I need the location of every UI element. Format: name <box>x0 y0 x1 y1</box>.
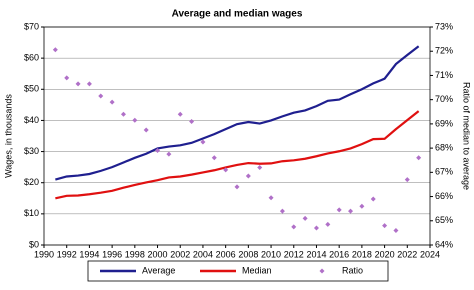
y-tick-label: $10 <box>24 208 39 218</box>
y-tick-label: $70 <box>24 21 39 31</box>
plot-frame <box>43 26 431 246</box>
x-tick-label: 1998 <box>125 249 145 259</box>
ratio-point <box>279 208 285 214</box>
y-tick-label: $60 <box>24 53 39 63</box>
legend-marker <box>319 268 325 274</box>
x-tick-label: 2014 <box>306 249 326 259</box>
x-tick-label: 2004 <box>193 249 213 259</box>
x-tick-label: 2010 <box>261 249 281 259</box>
y2-tick-label: 71% <box>435 70 453 80</box>
ratio-point <box>302 215 308 221</box>
x-tick-label: 2022 <box>397 249 417 259</box>
series-line <box>55 110 420 200</box>
ratio-point <box>155 148 161 154</box>
ratio-point <box>404 177 410 183</box>
x-tick-label: 2012 <box>284 249 304 259</box>
ratio-point <box>382 223 388 229</box>
y-tick-label: $30 <box>24 146 39 156</box>
ratio-point <box>336 207 342 213</box>
x-tick-label: 1990 <box>34 249 54 259</box>
y2-tick-label: 69% <box>435 118 453 128</box>
y2-tick-label: 73% <box>435 21 453 31</box>
x-tick-label: 1994 <box>79 249 99 259</box>
ratio-point <box>211 155 217 161</box>
legend-box <box>87 260 389 282</box>
x-tick-label: 2008 <box>238 249 258 259</box>
y2-tick-label: 64% <box>435 239 453 249</box>
ratio-point <box>52 47 58 53</box>
y2-axis-label: Ratio of median to average <box>462 82 472 190</box>
ratio-point <box>245 173 251 179</box>
series-line <box>55 45 420 181</box>
x-tick-label: 2020 <box>375 249 395 259</box>
legend-label: Ratio <box>342 265 363 275</box>
x-tick-label: 2016 <box>329 249 349 259</box>
x-tick-label: 1996 <box>102 249 122 259</box>
ratio-point <box>223 167 229 173</box>
ratio-point <box>64 75 70 81</box>
ratio-point <box>370 196 376 202</box>
y2-tick-label: 67% <box>435 167 453 177</box>
ratio-point <box>143 127 149 133</box>
ratio-point <box>98 93 104 99</box>
legend-label: Median <box>242 265 272 275</box>
ratio-point <box>416 155 422 161</box>
legend-label: Average <box>142 265 175 275</box>
ratio-point <box>86 81 92 87</box>
y-axis-label: Wages, in thousands <box>3 94 13 178</box>
ratio-point <box>75 81 81 87</box>
ratio-point <box>257 164 263 170</box>
y-tick-label: $40 <box>24 115 39 125</box>
x-tick-label: 2000 <box>148 249 168 259</box>
y-tick-label: $50 <box>24 84 39 94</box>
y2-tick-label: 65% <box>435 215 453 225</box>
ratio-point <box>177 111 183 117</box>
y2-tick-label: 70% <box>435 94 453 104</box>
ratio-point <box>234 184 240 190</box>
y2-tick-label: 68% <box>435 142 453 152</box>
y2-tick-label: 72% <box>435 46 453 56</box>
ratio-point <box>109 99 115 105</box>
ratio-point <box>393 227 399 233</box>
x-tick-label: 2024 <box>420 249 440 259</box>
ratio-point <box>325 221 331 227</box>
chart-title: Average and median wages <box>172 9 303 20</box>
ratio-point <box>166 151 172 157</box>
ratio-point <box>359 203 365 209</box>
x-tick-label: 1992 <box>57 249 77 259</box>
x-tick-label: 2002 <box>170 249 190 259</box>
ratio-point <box>189 118 195 124</box>
x-tick-label: 2006 <box>216 249 236 259</box>
ratio-point <box>313 225 319 231</box>
ratio-point <box>268 195 274 201</box>
y-tick-label: $20 <box>24 177 39 187</box>
y-tick-label: $0 <box>29 239 39 249</box>
ratio-point <box>200 139 206 145</box>
ratio-point <box>132 117 138 123</box>
ratio-point <box>291 224 297 230</box>
ratio-point <box>120 111 126 117</box>
ratio-point <box>348 208 354 214</box>
x-tick-label: 2018 <box>352 249 372 259</box>
y2-tick-label: 66% <box>435 191 453 201</box>
